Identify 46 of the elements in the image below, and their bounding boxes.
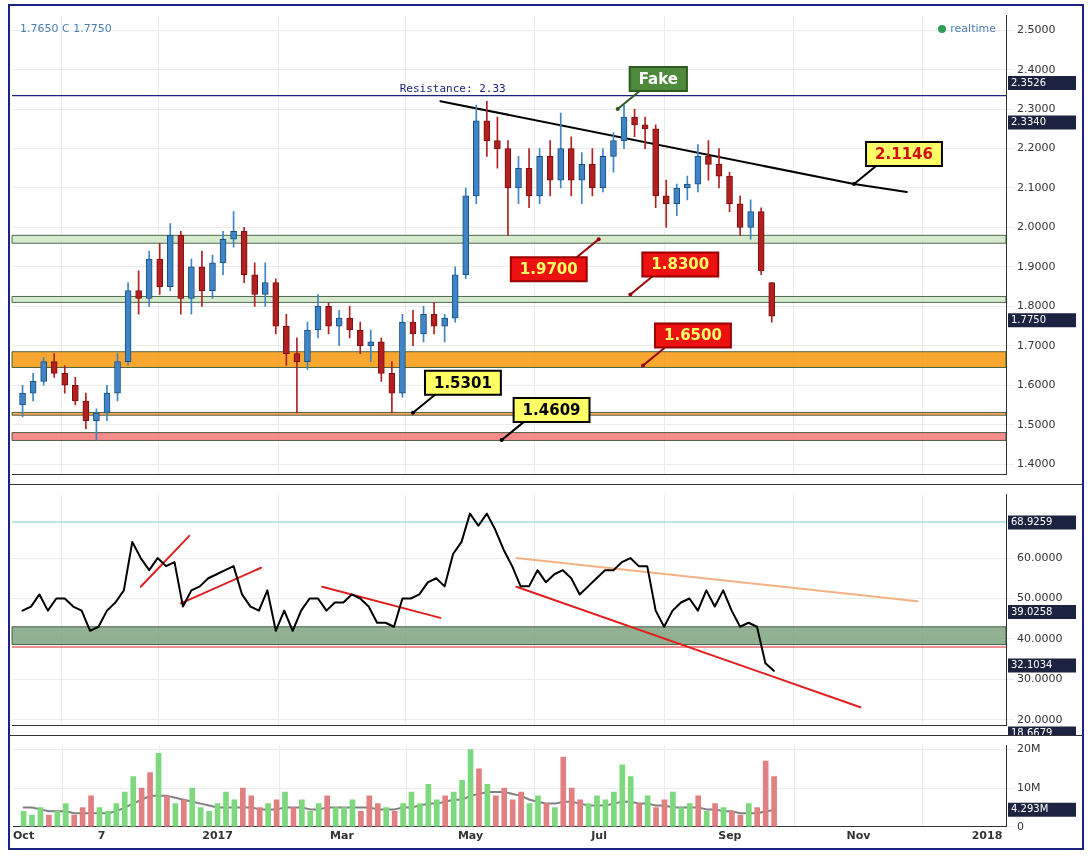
annotation: 1.7650 C 1.7750 (20, 22, 112, 35)
x-tick-label: Sep (718, 829, 742, 843)
y-tick-label: 0 (1017, 819, 1024, 833)
x-tick-label: 2017 (202, 829, 233, 843)
annotation: 1.4609 (522, 401, 581, 420)
x-tick-label: 2018 (971, 829, 1003, 843)
y-tick-label: 40.0000 (1017, 631, 1063, 645)
y-tick-label: 2.1000 (1017, 180, 1056, 194)
annotation: 1.5301 (433, 373, 492, 392)
annotation: Fake (638, 69, 678, 88)
text: 32.1034 (1011, 659, 1053, 671)
y-tick-label: 1.4000 (1017, 457, 1056, 470)
y-tick-label: 10M (1017, 780, 1041, 794)
y-tick-label: 1.9000 (1017, 259, 1056, 273)
annotation: realtime (949, 22, 996, 35)
y-tick-label: 1.6000 (1017, 378, 1056, 392)
x-tick-label: 7 (97, 829, 106, 843)
x-tick-label: May (457, 829, 484, 843)
annotation: 1.8300 (651, 255, 710, 274)
ref-line-label: Resistance: 2.33 (399, 82, 506, 96)
annotation: 2.1146 (875, 144, 933, 163)
text: 2.3340 (1011, 116, 1046, 128)
text: 68.9259 (1011, 516, 1053, 528)
y-tick-label: 30.0000 (1017, 672, 1063, 686)
y-tick-label: 2.4000 (1017, 62, 1056, 76)
x-tick-label: Nov (846, 829, 872, 843)
text: 4.293M (1011, 803, 1049, 815)
y-tick-label: 20M (1017, 742, 1041, 756)
annotation: 1.6500 (664, 326, 722, 345)
y-tick-label: 1.5000 (1017, 417, 1056, 431)
y-tick-label: 1.8000 (1017, 299, 1056, 313)
text: 39.0258 (1011, 605, 1053, 617)
y-tick-label: 2.0000 (1017, 220, 1056, 234)
annotation: 1.9700 (519, 260, 578, 279)
y-tick-label: 60.0000 (1017, 550, 1063, 564)
x-tick-label: Mar (330, 829, 355, 843)
text: 2.3526 (1011, 76, 1046, 88)
y-tick-label: 2.5000 (1017, 23, 1056, 37)
y-tick-label: 20.0000 (1017, 712, 1063, 726)
x-tick-label: Jul (590, 829, 607, 843)
text: 1.7750 (1011, 313, 1046, 325)
y-tick-label: 2.3000 (1017, 101, 1056, 115)
y-tick-label: 50.0000 (1017, 591, 1063, 605)
y-tick-label: 2.2000 (1017, 141, 1056, 155)
y-tick-label: 1.7000 (1017, 338, 1056, 352)
x-tick-label: Oct (13, 829, 35, 843)
